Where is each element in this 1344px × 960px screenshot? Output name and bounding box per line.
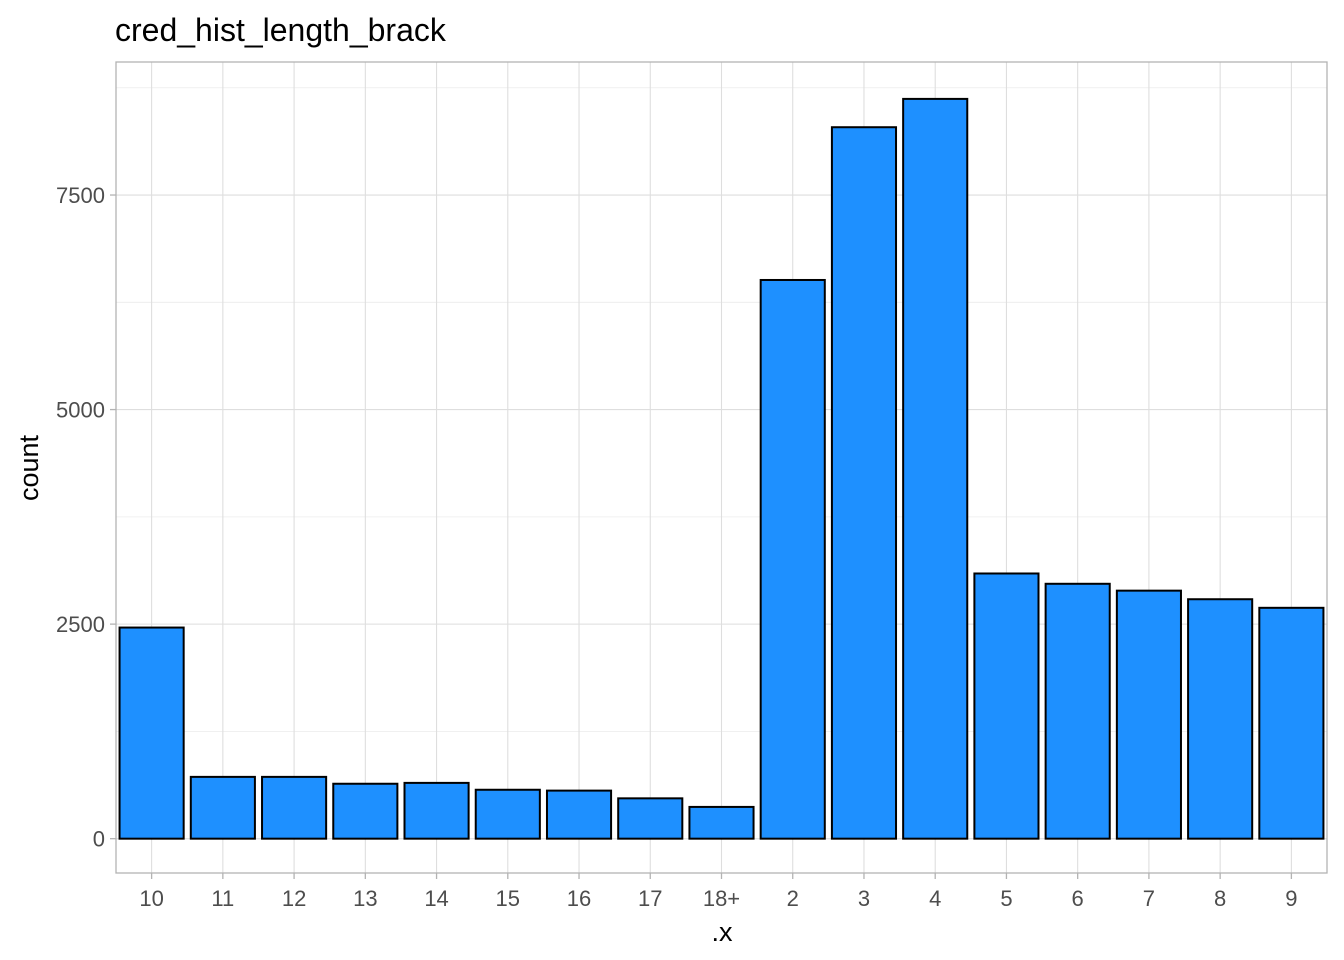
y-axis-title: count [14, 434, 44, 501]
x-tick-label: 17 [638, 886, 662, 911]
bar-14 [403, 781, 470, 840]
bar-7 [1115, 589, 1182, 840]
y-tick-label: 2500 [56, 612, 105, 637]
x-tick-label: 12 [282, 886, 306, 911]
bar-16 [545, 789, 613, 840]
x-axis: 10 11 12 13 14 15 16 17 18+ 2 3 4 5 6 7 8 9 [139, 873, 1298, 911]
x-tick-label: 13 [353, 886, 377, 911]
bar-6 [1044, 582, 1111, 840]
bar-12 [261, 775, 328, 840]
bar-13 [332, 782, 399, 840]
x-tick-label: 8 [1214, 886, 1226, 911]
bar-2 [759, 278, 826, 840]
bars [118, 97, 1325, 840]
x-axis-title: .x [711, 917, 733, 947]
x-tick-label: 3 [858, 886, 870, 911]
x-tick-label: 4 [929, 886, 941, 911]
bar-8 [1187, 598, 1254, 840]
bar-10 [118, 626, 185, 840]
x-tick-label: 7 [1143, 886, 1155, 911]
x-tick-label: 2 [787, 886, 799, 911]
y-tick-label: 7500 [56, 183, 105, 208]
bar-9 [1258, 606, 1325, 840]
y-axis: 0 2500 5000 7500 [56, 183, 116, 852]
x-tick-label: 11 [211, 886, 234, 911]
x-tick-label: 15 [496, 886, 520, 911]
bar-3 [830, 126, 898, 840]
chart-title: cred_hist_length_brack [115, 12, 447, 48]
x-tick-label: 9 [1285, 886, 1297, 911]
bar-18+ [688, 805, 755, 840]
bar-15 [474, 788, 541, 840]
x-tick-label: 5 [1000, 886, 1012, 911]
y-tick-label: 5000 [56, 398, 105, 423]
x-tick-label: 16 [567, 886, 591, 911]
bar-4 [902, 97, 969, 840]
x-tick-label: 6 [1072, 886, 1084, 911]
x-tick-label: 14 [424, 886, 448, 911]
y-tick-label: 0 [93, 827, 105, 852]
x-tick-label: 18+ [703, 886, 740, 911]
bar-11 [189, 775, 256, 840]
bar-5 [973, 572, 1040, 840]
x-tick-label: 10 [139, 886, 163, 911]
bar-17 [617, 797, 684, 840]
